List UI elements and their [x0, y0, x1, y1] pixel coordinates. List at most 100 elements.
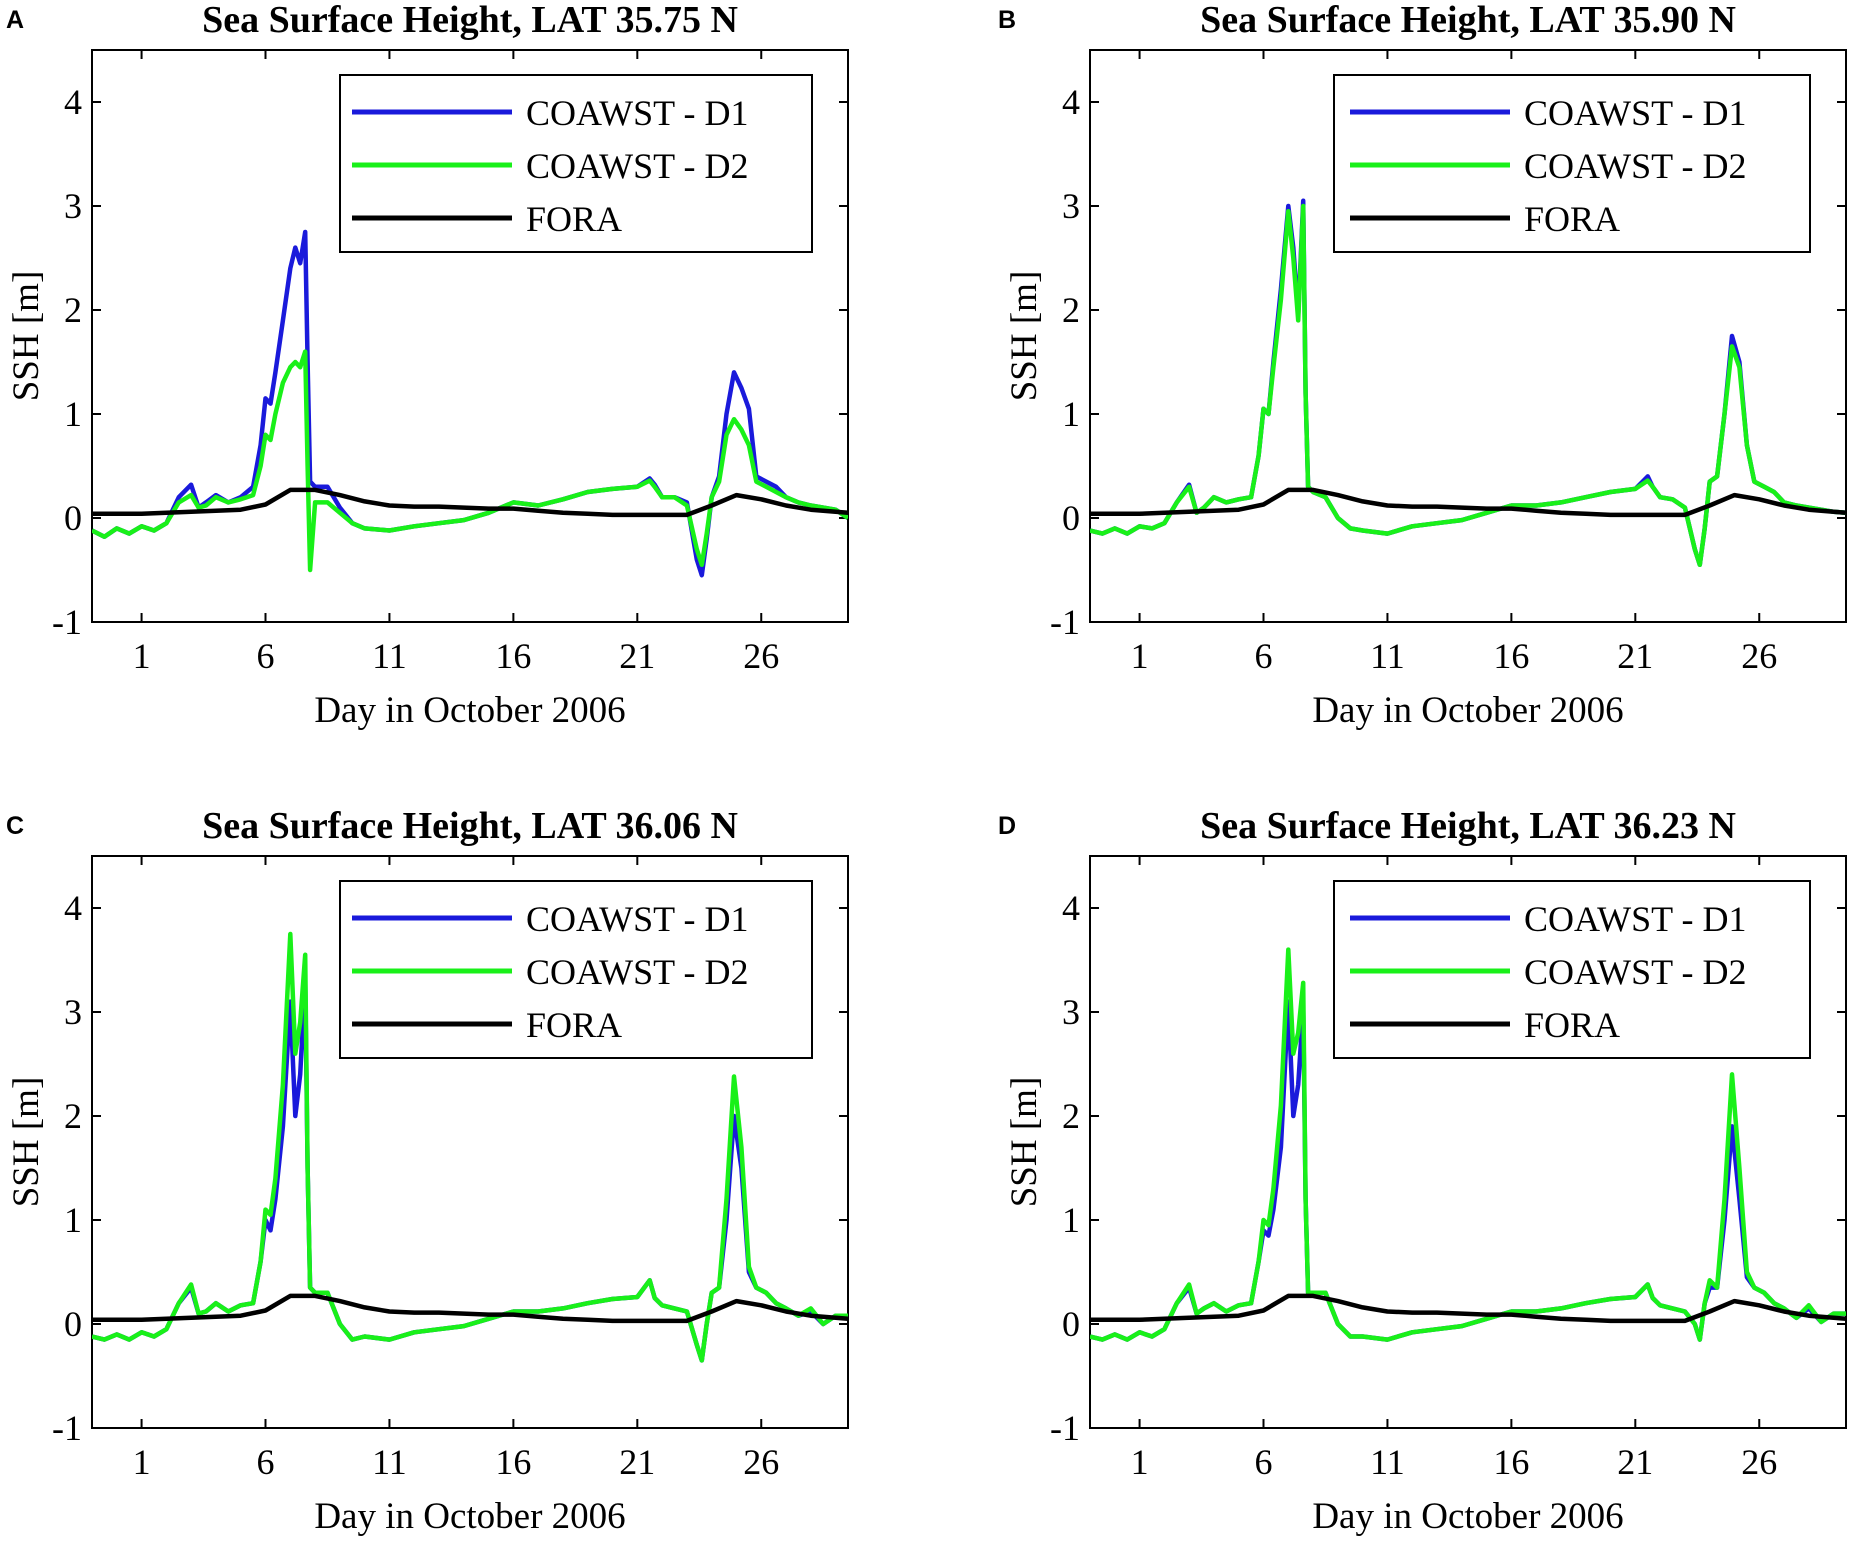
series-line-fora	[92, 487, 848, 518]
y-axis-label: SSH [m]	[1004, 271, 1045, 402]
x-tick-label: 21	[1617, 1442, 1653, 1482]
y-tick-labels: -1 0 1 2 3 4	[52, 82, 82, 642]
tick-marks	[1090, 856, 1846, 1429]
x-tick-label: 1	[1131, 1442, 1149, 1482]
x-tick-label: 6	[1255, 1442, 1273, 1482]
x-tick-label: 16	[1493, 1442, 1529, 1482]
y-axis-label: SSH [m]	[6, 271, 47, 402]
x-tick-label: 26	[743, 1442, 779, 1482]
x-tick-label: 6	[257, 636, 275, 676]
chart-title: Sea Surface Height, LAT 36.23 N	[1200, 805, 1736, 847]
x-tick-label: 26	[1741, 1442, 1777, 1482]
legend-label-fora: FORA	[526, 199, 622, 239]
legend-label-d2: COAWST - D2	[526, 952, 748, 992]
legend-label-fora: FORA	[1524, 1005, 1620, 1045]
legend-label-d1: COAWST - D1	[526, 899, 748, 939]
y-tick-label: 1	[1062, 1200, 1080, 1240]
legend-label-d2: COAWST - D2	[1524, 146, 1746, 186]
panel-c: C Sea Surface Height, LAT 36.06 N -1 0 1…	[6, 805, 849, 1537]
legend: COAWST - D1 COAWST - D2 FORA	[1333, 74, 1811, 253]
series-lines	[92, 931, 848, 1363]
x-tick-labels: 1 6 11 16 21 26	[133, 636, 780, 676]
y-tick-label: -1	[1050, 1408, 1080, 1448]
y-tick-label: 1	[1062, 394, 1080, 434]
panel-letter: C	[6, 812, 24, 840]
legend-label-d1: COAWST - D1	[1524, 899, 1746, 939]
panel-b: B Sea Surface Height, LAT 35.90 N -1 0 1…	[998, 0, 1847, 731]
legend-label-d2: COAWST - D2	[1524, 952, 1746, 992]
x-tick-label: 6	[1255, 636, 1273, 676]
legend: COAWST - D1 COAWST - D2 FORA	[339, 74, 813, 253]
legend-label-d1: COAWST - D1	[1524, 93, 1746, 133]
y-tick-label: 0	[64, 498, 82, 538]
legend-label-fora: FORA	[1524, 199, 1620, 239]
y-tick-label: 2	[1062, 290, 1080, 330]
x-axis-label: Day in October 2006	[1312, 690, 1623, 731]
chart-title: Sea Surface Height, LAT 35.90 N	[1200, 0, 1736, 41]
x-tick-labels: 1 6 11 16 21 26	[1131, 1442, 1778, 1482]
y-tick-label: 1	[64, 394, 82, 434]
series-lines	[1090, 198, 1846, 568]
legend: COAWST - D1 COAWST - D2 FORA	[1333, 880, 1811, 1059]
tick-marks	[1090, 50, 1846, 623]
panel-d: D Sea Surface Height, LAT 36.23 N -1 0 1…	[998, 805, 1847, 1537]
y-tick-label: 4	[64, 888, 82, 928]
legend-label-d1: COAWST - D1	[526, 93, 748, 133]
y-tick-label: -1	[1050, 602, 1080, 642]
x-tick-label: 16	[495, 1442, 531, 1482]
series-line-coawst-d2	[1090, 203, 1846, 568]
y-tick-label: 3	[1062, 186, 1080, 226]
y-tick-label: 0	[1062, 498, 1080, 538]
y-tick-label: 3	[64, 186, 82, 226]
x-tick-label: 11	[1370, 1442, 1405, 1482]
x-tick-label: 21	[1617, 636, 1653, 676]
y-tick-label: 3	[64, 992, 82, 1032]
x-tick-labels: 1 6 11 16 21 26	[133, 1442, 780, 1482]
x-tick-label: 11	[1370, 636, 1405, 676]
legend: COAWST - D1 COAWST - D2 FORA	[339, 880, 813, 1059]
panel-letter: D	[998, 812, 1016, 840]
series-line-fora	[92, 1293, 848, 1324]
x-tick-label: 16	[1493, 636, 1529, 676]
x-tick-label: 6	[257, 1442, 275, 1482]
x-axis-label: Day in October 2006	[314, 690, 625, 731]
y-axis-label: SSH [m]	[6, 1077, 47, 1208]
x-tick-label: 1	[1131, 636, 1149, 676]
x-tick-label: 11	[372, 636, 407, 676]
legend-label-d2: COAWST - D2	[526, 146, 748, 186]
x-tick-labels: 1 6 11 16 21 26	[1131, 636, 1778, 676]
y-tick-label: 2	[64, 1096, 82, 1136]
y-tick-label: -1	[52, 602, 82, 642]
x-tick-label: 26	[743, 636, 779, 676]
y-tick-label: 0	[1062, 1304, 1080, 1344]
chart-title: Sea Surface Height, LAT 36.06 N	[202, 805, 738, 847]
x-axis-label: Day in October 2006	[314, 1496, 625, 1537]
tick-marks	[92, 856, 848, 1429]
series-line-coawst-d2	[92, 931, 848, 1363]
series-lines	[1090, 947, 1846, 1342]
series-line-coawst-d2	[1090, 947, 1846, 1342]
y-tick-label: 1	[64, 1200, 82, 1240]
y-tick-label: 4	[64, 82, 82, 122]
panel-a: A Sea Surface Height, LAT 35.75 N -1 0 1…	[6, 0, 849, 731]
x-tick-label: 26	[1741, 636, 1777, 676]
y-tick-label: 2	[1062, 1096, 1080, 1136]
x-tick-label: 11	[372, 1442, 407, 1482]
x-tick-label: 21	[619, 1442, 655, 1482]
y-tick-label: 0	[64, 1304, 82, 1344]
series-line-coawst-d2	[92, 349, 848, 573]
y-tick-label: 2	[64, 290, 82, 330]
chart-title: Sea Surface Height, LAT 35.75 N	[202, 0, 738, 41]
y-tick-label: 4	[1062, 82, 1080, 122]
y-tick-labels: -1 0 1 2 3 4	[1050, 888, 1080, 1448]
y-axis-label: SSH [m]	[1004, 1077, 1045, 1208]
x-axis-label: Day in October 2006	[1312, 1496, 1623, 1537]
panel-letter: B	[998, 6, 1016, 34]
legend-label-fora: FORA	[526, 1005, 622, 1045]
panel-letter: A	[6, 6, 24, 34]
y-tick-labels: -1 0 1 2 3 4	[1050, 82, 1080, 642]
x-tick-label: 21	[619, 636, 655, 676]
y-tick-label: -1	[52, 1408, 82, 1448]
series-lines	[92, 229, 848, 578]
